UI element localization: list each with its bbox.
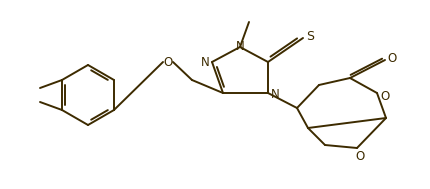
Text: N: N [270,88,280,101]
Text: N: N [236,40,244,53]
Text: S: S [306,29,314,43]
Text: O: O [381,90,390,102]
Text: O: O [163,56,172,68]
Text: O: O [355,149,365,163]
Text: O: O [387,51,396,64]
Text: N: N [201,57,209,70]
